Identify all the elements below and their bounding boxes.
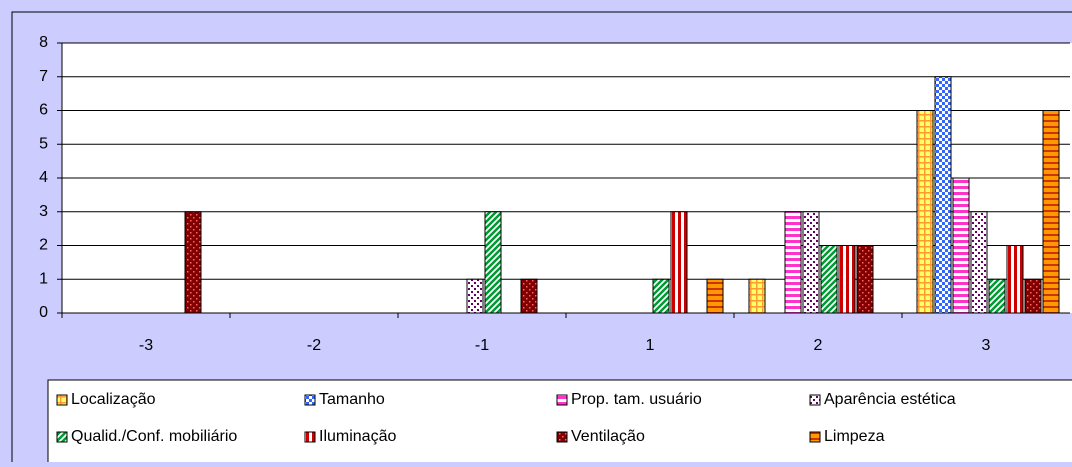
bar xyxy=(466,278,484,314)
legend-label: Qualid./Conf. mobiliário xyxy=(71,428,237,445)
bar xyxy=(820,245,838,314)
y-tick-label: 8 xyxy=(39,34,48,51)
bar xyxy=(838,245,856,314)
bar xyxy=(934,76,952,314)
bar xyxy=(952,177,970,314)
legend-label: Ventilação xyxy=(571,428,645,445)
legend-swatch xyxy=(809,431,821,443)
bar xyxy=(670,211,688,314)
legend-swatch xyxy=(304,394,316,406)
y-tick-label: 7 xyxy=(39,68,48,85)
y-tick-label: 3 xyxy=(39,203,48,220)
x-tick-label: 2 xyxy=(814,337,823,354)
legend-swatch xyxy=(556,431,568,443)
x-tick-label: -2 xyxy=(307,337,321,354)
legend-label: Localização xyxy=(71,391,156,408)
legend-swatch xyxy=(809,394,821,406)
bar xyxy=(988,278,1006,314)
legend-swatch xyxy=(556,394,568,406)
y-tick-label: 1 xyxy=(39,270,48,287)
x-tick-label: -1 xyxy=(475,337,489,354)
bar xyxy=(802,211,820,314)
bar xyxy=(184,211,202,314)
legend-swatch xyxy=(56,431,68,443)
x-tick-label: -3 xyxy=(139,337,153,354)
bar xyxy=(1042,110,1060,314)
legend-label: Limpeza xyxy=(824,428,885,445)
bar xyxy=(706,278,724,314)
bar xyxy=(970,211,988,314)
x-tick-label: 1 xyxy=(646,337,655,354)
bar xyxy=(784,211,802,314)
legend-label: Aparência estética xyxy=(824,391,956,408)
legend-label: Iluminação xyxy=(319,428,396,445)
y-tick-label: 5 xyxy=(39,135,48,152)
x-tick-label: 3 xyxy=(982,337,991,354)
y-tick-label: 0 xyxy=(39,304,48,321)
bar xyxy=(748,278,766,314)
y-tick-label: 2 xyxy=(39,237,48,254)
bar xyxy=(1006,245,1024,314)
legend-label: Prop. tam. usuário xyxy=(571,391,702,408)
bar xyxy=(652,278,670,314)
y-tick-label: 6 xyxy=(39,102,48,119)
bar xyxy=(1024,278,1042,314)
bar xyxy=(856,245,874,314)
bar xyxy=(916,110,934,314)
legend-swatch xyxy=(304,431,316,443)
legend-swatch xyxy=(56,394,68,406)
bar xyxy=(520,278,538,314)
bar xyxy=(484,211,502,314)
legend-label: Tamanho xyxy=(319,391,385,408)
y-tick-label: 4 xyxy=(39,169,48,186)
